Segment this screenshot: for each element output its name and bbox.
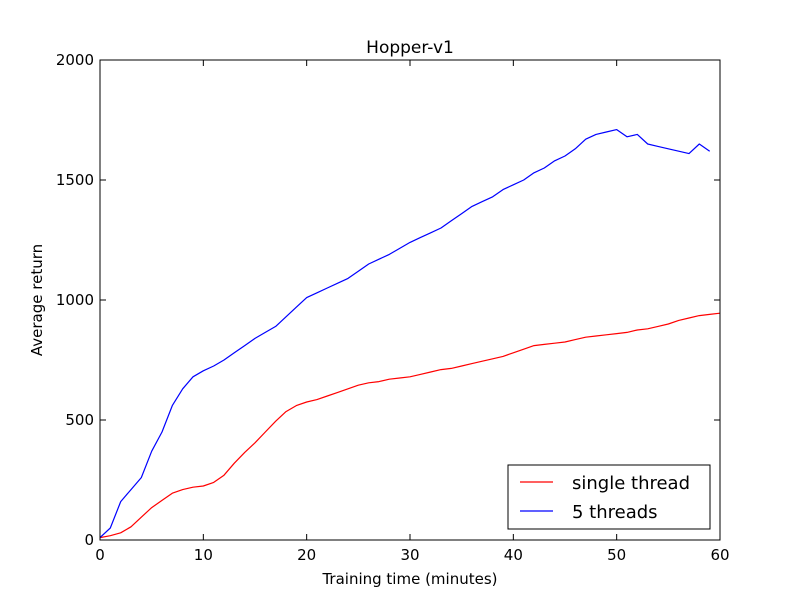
y-tick-label: 2000 <box>56 51 94 69</box>
plot-area <box>99 59 721 541</box>
x-tick-label: 40 <box>504 546 523 564</box>
x-tick-label: 30 <box>400 546 419 564</box>
series-layer <box>100 129 720 539</box>
y-tick-label: 1500 <box>56 171 94 189</box>
x-tick-label: 20 <box>297 546 316 564</box>
x-axis-label: Training time (minutes) <box>321 570 497 588</box>
legend-box <box>507 464 711 530</box>
y-tick-label: 1000 <box>56 291 94 309</box>
legend-label-single-thread: single thread <box>572 473 690 494</box>
x-tick-label: 60 <box>710 546 729 564</box>
legend: single thread 5 threads <box>507 464 711 530</box>
y-tick-label: 500 <box>65 411 94 429</box>
y-tick-label: 0 <box>84 531 94 549</box>
chart-title: Hopper-v1 <box>366 38 454 58</box>
series-line-single-thread <box>100 312 720 539</box>
series-line-5-threads <box>100 129 711 539</box>
x-tick-label: 10 <box>194 546 213 564</box>
legend-label-5-threads: 5 threads <box>572 502 658 523</box>
y-axis: 0 500 1000 1500 2000 <box>56 51 720 549</box>
x-tick-label: 0 <box>95 546 105 564</box>
plot-background <box>100 60 720 540</box>
y-axis-label: Average return <box>28 244 46 356</box>
x-tick-label: 50 <box>607 546 626 564</box>
x-axis: 0 10 20 30 40 50 60 <box>95 60 730 564</box>
